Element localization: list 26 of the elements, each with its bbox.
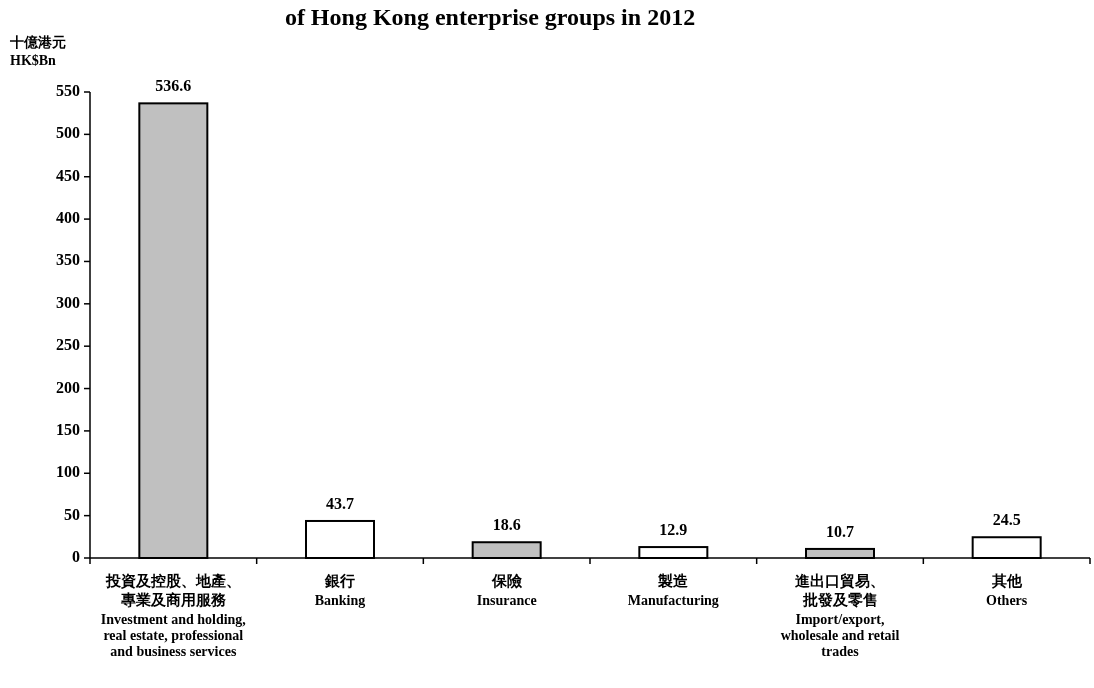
data-label: 10.7 (825, 522, 855, 541)
y-tick-label: 300 (55, 293, 80, 312)
data-label: 536.6 (154, 77, 193, 96)
x-tick-label: 進出口貿易、批發及零售 Import/export, wholesale and retail trades (779, 572, 901, 660)
y-tick-label: 100 (55, 463, 80, 482)
x-tick-label: 銀行 Banking (313, 572, 367, 609)
y-tick-label: 550 (55, 82, 80, 100)
y-tick-label: 500 (55, 124, 80, 143)
y-tick-label: 250 (55, 336, 80, 355)
x-tick-label: 投資及控股、地產、專業及商用服務 Investment and holding, real estate, professional and business services (99, 572, 247, 660)
x-tick-label: 其他 Others (985, 572, 1029, 609)
y-tick-label: 400 (55, 209, 80, 228)
y-tick-label: 200 (55, 378, 80, 397)
y-tick-label: 150 (55, 420, 80, 439)
y-tick-label: 350 (55, 251, 80, 270)
data-label: 12.9 (658, 521, 689, 540)
x-tick-label: 保險 Insurance (475, 572, 538, 609)
data-label: 43.7 (325, 494, 355, 513)
y-tick-label: 50 (63, 505, 80, 524)
y-tick-label: 0 (71, 548, 80, 566)
data-label: 24.5 (991, 511, 1022, 530)
y-tick-label: 450 (55, 166, 80, 185)
y-axis-title: 十億港元 HK$Bn (10, 34, 67, 69)
data-label: 18.6 (491, 516, 522, 535)
chart-title: of Hong Kong enterprise groups in 2012 (283, 4, 697, 31)
x-tick-label: 製造 Manufacturing (626, 572, 720, 609)
